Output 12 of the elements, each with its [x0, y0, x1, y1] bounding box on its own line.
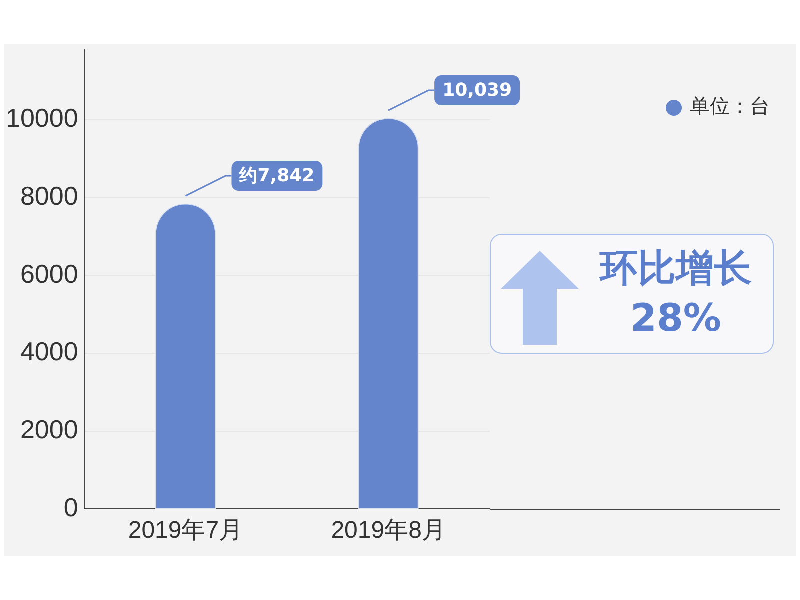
x-tick-label: 2019年8月 [331, 517, 446, 544]
data-label: 10,039 [442, 80, 512, 102]
data-label: 约7,842 [238, 166, 315, 187]
text: 环比增长 28% [598, 245, 753, 342]
x-tick-label: 2019年7月 [128, 517, 244, 544]
y-tick-label: 8000 [20, 181, 78, 212]
y-tick-label: 6000 [20, 258, 78, 289]
y-tick-label: 10000 [6, 103, 78, 134]
y-tick-label: 2000 [20, 414, 78, 445]
y-tick-label: 0 [64, 492, 78, 522]
y-tick-label: 4000 [20, 336, 78, 367]
legend-label: 单位：台 [690, 94, 770, 118]
